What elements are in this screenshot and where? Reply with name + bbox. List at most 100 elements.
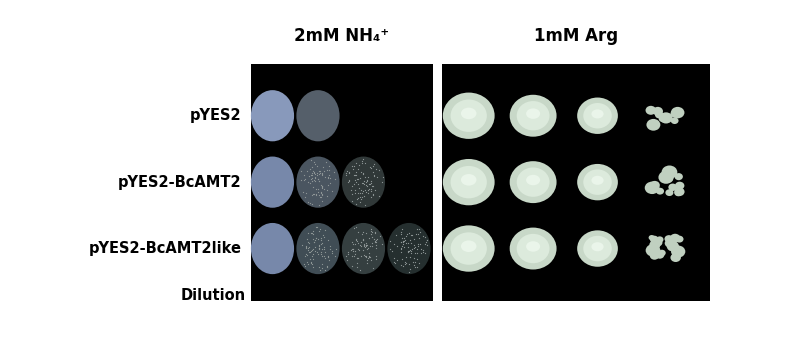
Point <box>314 194 327 200</box>
Point <box>358 253 371 259</box>
Point <box>352 229 365 234</box>
Point <box>319 256 332 261</box>
Point <box>339 253 352 258</box>
Point <box>360 254 373 260</box>
Point <box>323 243 336 248</box>
Point <box>360 182 373 188</box>
Point <box>361 245 374 251</box>
Ellipse shape <box>646 119 661 131</box>
Point <box>318 246 330 252</box>
Point <box>299 190 312 196</box>
Point <box>404 266 417 272</box>
Point <box>341 169 353 174</box>
Point <box>365 166 377 171</box>
Ellipse shape <box>674 187 685 196</box>
Point <box>307 191 320 196</box>
Point <box>310 186 322 191</box>
Point <box>360 258 373 263</box>
Point <box>360 189 373 195</box>
Ellipse shape <box>443 159 494 205</box>
Point <box>322 175 334 181</box>
Point <box>306 168 319 173</box>
Ellipse shape <box>670 253 681 262</box>
Ellipse shape <box>674 173 683 180</box>
Point <box>404 247 417 252</box>
Point <box>347 163 360 169</box>
Point <box>348 241 361 247</box>
Point <box>316 172 329 177</box>
Ellipse shape <box>663 114 669 120</box>
Point <box>400 233 412 239</box>
Point <box>313 178 326 184</box>
Point <box>358 160 371 166</box>
Point <box>298 253 311 259</box>
Point <box>391 244 404 249</box>
Point <box>312 179 325 184</box>
Point <box>310 170 323 175</box>
Point <box>348 253 361 259</box>
Point <box>356 158 369 163</box>
Point <box>365 226 377 232</box>
Point <box>410 251 423 256</box>
Point <box>321 187 334 193</box>
Point <box>326 189 338 194</box>
Point <box>365 243 378 249</box>
Point <box>368 172 380 178</box>
Point <box>363 181 376 187</box>
Ellipse shape <box>653 107 663 116</box>
Point <box>341 251 354 257</box>
Point <box>362 255 375 260</box>
Point <box>396 226 408 232</box>
Point <box>397 236 410 241</box>
Point <box>351 264 364 270</box>
Point <box>365 257 377 263</box>
Point <box>371 236 384 242</box>
Point <box>307 184 320 189</box>
Ellipse shape <box>675 182 685 190</box>
Point <box>357 238 369 243</box>
Ellipse shape <box>526 175 540 185</box>
Point <box>396 239 409 245</box>
Point <box>305 260 318 265</box>
Point <box>353 267 366 273</box>
Ellipse shape <box>656 188 664 195</box>
Ellipse shape <box>577 164 618 200</box>
Point <box>318 244 331 250</box>
Point <box>388 260 401 266</box>
Point <box>349 172 362 178</box>
Point <box>357 243 370 248</box>
Point <box>309 174 322 180</box>
Ellipse shape <box>296 156 340 208</box>
Point <box>352 246 365 252</box>
Point <box>322 168 335 173</box>
Point <box>305 172 318 177</box>
Text: 10⁻³: 10⁻³ <box>393 290 424 303</box>
Point <box>303 174 316 179</box>
Point <box>322 174 334 180</box>
Point <box>312 202 325 208</box>
Point <box>295 169 307 174</box>
Point <box>408 242 420 247</box>
Point <box>350 196 363 202</box>
Point <box>366 191 379 196</box>
Point <box>369 237 382 243</box>
Text: 2mM NH₄⁺: 2mM NH₄⁺ <box>294 27 389 45</box>
Point <box>315 261 328 267</box>
Point <box>360 230 373 236</box>
Point <box>366 193 379 198</box>
Point <box>300 244 313 249</box>
Ellipse shape <box>656 236 664 243</box>
Point <box>362 187 375 193</box>
Ellipse shape <box>648 107 654 113</box>
Point <box>366 183 379 188</box>
Point <box>306 247 318 253</box>
Point <box>399 237 412 243</box>
Point <box>349 177 361 182</box>
Point <box>358 181 371 187</box>
Point <box>405 232 418 238</box>
Point <box>345 239 358 245</box>
Point <box>419 240 432 245</box>
Point <box>354 190 367 196</box>
Ellipse shape <box>451 232 487 265</box>
Point <box>342 179 355 184</box>
